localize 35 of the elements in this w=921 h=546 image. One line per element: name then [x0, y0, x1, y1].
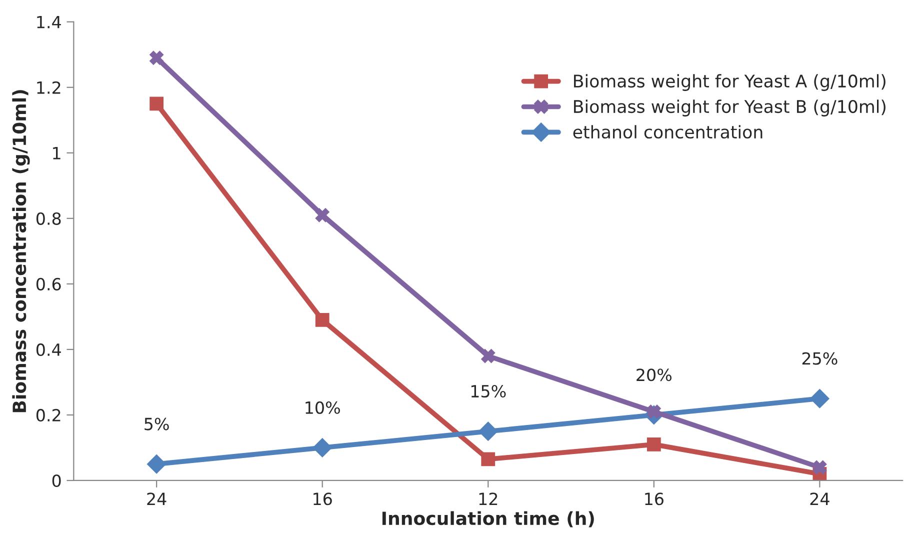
data-label: 5%	[144, 418, 169, 430]
y-tick-label: 1.4	[37, 16, 61, 28]
data-label: 15%	[471, 384, 506, 398]
x-axis-title: Innoculation time (h)	[382, 511, 594, 528]
point	[810, 389, 830, 408]
point	[147, 454, 166, 474]
legend-label: Biomass weight for Yeast A (g/10ml)	[574, 74, 886, 91]
y-tick-label: 0.6	[36, 278, 61, 290]
x-tick-label: 16	[645, 492, 664, 506]
point	[481, 452, 496, 466]
y-tick-label: 0	[52, 474, 61, 488]
x-tick-label: 16	[314, 492, 332, 506]
point	[812, 460, 827, 474]
y-tick-label: 0.8	[36, 212, 61, 225]
point	[481, 349, 496, 363]
x-tick-label: 24	[147, 492, 166, 505]
point	[150, 50, 164, 65]
point	[315, 208, 330, 222]
point	[315, 313, 330, 327]
y-axis-title: Biomass concentration (g/10ml)	[12, 90, 30, 412]
x-tick-label: 12	[479, 492, 498, 505]
data-label: 10%	[306, 401, 340, 414]
y-tick-label: 1.2	[37, 81, 60, 94]
data-label: 25%	[802, 352, 838, 365]
legend-label: ethanol concentration	[573, 125, 762, 139]
y-tick-label: 0.4	[36, 343, 61, 356]
point	[646, 438, 661, 452]
y-tick-label: 1	[53, 147, 60, 160]
data-label: 20%	[636, 368, 672, 382]
point	[150, 96, 164, 111]
legend-label: Biomass weight for Yeast B (g/10ml)	[574, 100, 886, 116]
point	[478, 422, 498, 441]
point	[312, 438, 332, 458]
y-tick-label: 0.2	[36, 408, 60, 422]
x-tick-label: 24	[810, 492, 830, 505]
